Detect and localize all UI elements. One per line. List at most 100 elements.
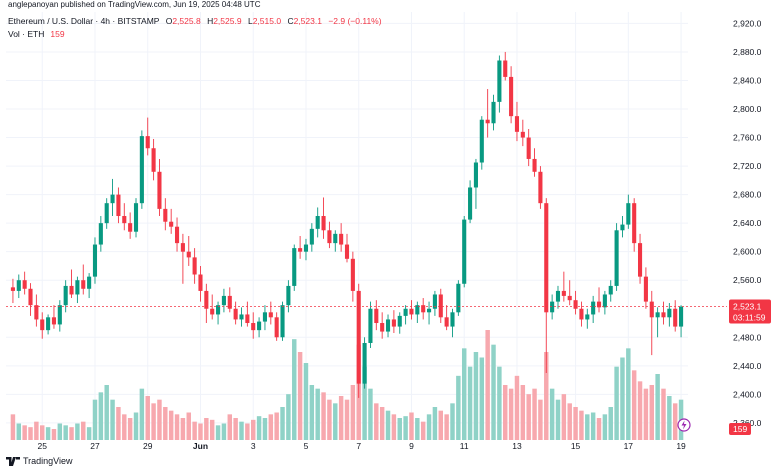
time-axis[interactable]: 25 27 29 Jun 3 5 7 9 11 13 15 17 19 <box>38 441 687 451</box>
volume-bar <box>227 414 233 440</box>
volume-bar <box>104 385 109 440</box>
candle-body <box>456 283 461 313</box>
volume-bar <box>672 403 678 440</box>
candle-body <box>503 60 508 77</box>
x-tick-label: 9 <box>409 441 414 451</box>
volume-bar <box>309 385 315 440</box>
candle-body <box>198 274 203 291</box>
volume-bar <box>168 410 174 440</box>
candle-body <box>380 323 385 332</box>
author-line: anglepanoyan published on TradingView.co… <box>8 0 260 9</box>
symbol-label[interactable]: Ethereum / U.S. Dollar · 4h · BITSTAMP <box>8 16 160 26</box>
volume-bar <box>221 423 227 440</box>
volume-bar <box>461 348 467 440</box>
volume-bar <box>608 407 613 440</box>
volume-bar <box>426 414 432 440</box>
volume-bar <box>186 412 191 440</box>
volume-bar <box>538 399 543 440</box>
x-tick-label: 27 <box>90 441 100 451</box>
candle-body <box>514 116 520 132</box>
volume-bar <box>204 418 209 440</box>
candle-body <box>391 319 396 327</box>
candle-body <box>432 294 437 309</box>
candle-body <box>69 285 74 295</box>
volume-bar <box>63 425 68 440</box>
x-tick-label: 3 <box>251 441 256 451</box>
candle-body <box>63 285 68 306</box>
volume-bar <box>596 418 602 440</box>
volume-bar <box>667 396 672 440</box>
candle-body <box>303 244 309 252</box>
volume-bar <box>174 414 180 440</box>
volume-bar <box>497 366 502 440</box>
volume-bar <box>585 414 590 440</box>
volume-bar <box>503 385 508 440</box>
candle-body <box>626 203 631 225</box>
candle-body <box>122 216 127 224</box>
volume-bar <box>508 388 514 440</box>
volume-bar <box>350 385 356 440</box>
x-tick-label: 7 <box>356 441 361 451</box>
volume-bar <box>209 419 215 440</box>
volume-bar <box>145 396 150 440</box>
volume-bars <box>10 330 684 440</box>
volume-bar <box>327 399 332 440</box>
candle-body <box>637 243 643 277</box>
candle-body <box>526 137 531 159</box>
candle-body <box>81 280 86 289</box>
candle-body <box>579 308 584 320</box>
candle-body <box>468 187 473 220</box>
volume-label[interactable]: Vol · ETH <box>8 29 45 39</box>
tradingview-logo[interactable]: TradingView <box>6 456 73 467</box>
volume-bar <box>256 416 262 440</box>
candle-body <box>374 308 379 324</box>
volume-bar <box>602 414 608 440</box>
y-tick-label: 2,560.0 <box>733 275 762 285</box>
volume-bar <box>485 330 490 440</box>
candle-body <box>485 119 490 124</box>
lightning-icon[interactable] <box>677 418 691 432</box>
volume-bar <box>438 410 444 440</box>
x-tick-label: 17 <box>624 441 634 451</box>
volume-bar <box>620 357 625 440</box>
volume-bar <box>92 399 98 440</box>
candle-body <box>438 294 443 318</box>
candle-body <box>192 257 197 275</box>
volume-bar <box>297 352 303 440</box>
price-axis[interactable]: 2,920.0 2,880.0 2,840.0 2,800.0 2,760.0 2,720… <box>733 18 762 427</box>
volume-bar <box>450 403 455 440</box>
candle-body <box>339 233 344 245</box>
volume-bar <box>239 421 244 440</box>
volume-bar <box>321 392 326 440</box>
volume-bar <box>415 418 420 440</box>
volume-bar <box>34 421 39 440</box>
candle-body <box>268 312 273 318</box>
candle-body <box>450 312 455 327</box>
volume-bar <box>151 403 156 440</box>
candle-body <box>239 314 244 320</box>
volume-bar <box>10 414 16 440</box>
volume-bar <box>139 388 145 440</box>
candle-body <box>116 194 121 217</box>
candle-body <box>520 131 525 138</box>
candle-body <box>227 295 232 309</box>
volume-bar <box>16 423 22 440</box>
candle-body <box>186 251 191 258</box>
volume-bar <box>649 385 654 440</box>
change-value: −2.9 (−0.11%) <box>328 16 382 26</box>
volume-bar <box>368 388 373 440</box>
volume-bar <box>28 427 33 440</box>
volume-bar <box>555 399 561 440</box>
volume-bar <box>631 370 637 440</box>
x-tick-label: 13 <box>512 441 522 451</box>
x-tick-label: 25 <box>38 441 48 451</box>
close-label: C <box>287 16 294 26</box>
volume-bar <box>420 421 426 440</box>
volume-bar <box>579 410 584 440</box>
last-price-label: 2,523.1 <box>733 302 762 312</box>
candle-body <box>57 305 62 325</box>
candle-body <box>573 300 578 309</box>
x-tick-label: 5 <box>304 441 309 451</box>
candle-body <box>614 230 619 286</box>
